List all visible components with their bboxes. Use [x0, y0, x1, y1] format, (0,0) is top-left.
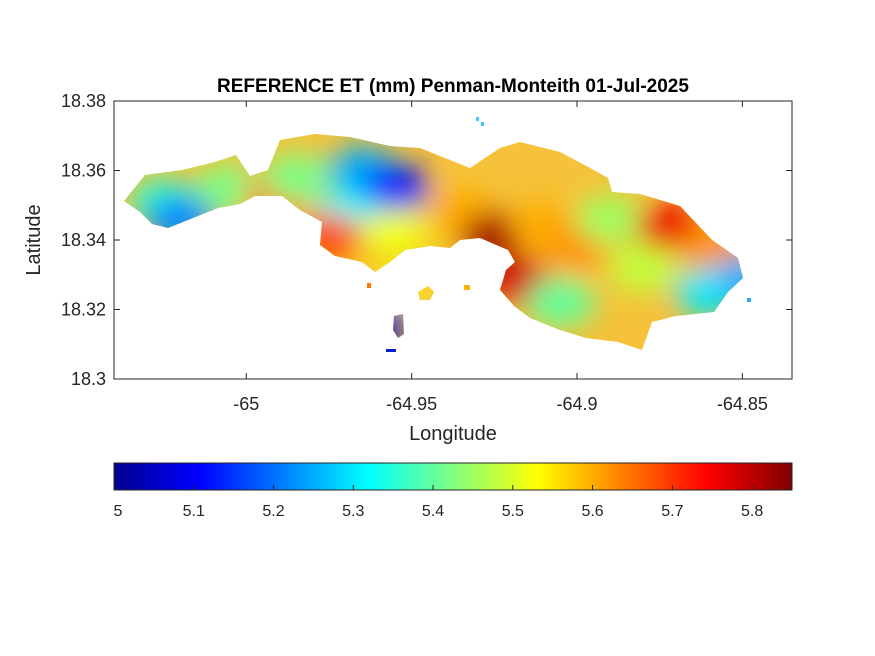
x-axis-label: Longitude — [409, 423, 497, 445]
islet-speck — [747, 298, 751, 302]
colorbar-tick-label: 5.4 — [422, 503, 444, 520]
islet-speck — [464, 285, 470, 290]
x-axis-ticks: -65 -64.95 -64.9 -64.85 — [233, 101, 768, 414]
y-tick-label: 18.3 — [71, 369, 106, 389]
heatmap-cell — [261, 153, 330, 202]
y-axis-ticks: 18.3 18.32 18.34 18.36 18.38 — [61, 91, 792, 389]
plot-area: -65 -64.95 -64.9 -64.85 18.3 18.32 18.34 18.36… — [61, 91, 793, 414]
colorbar: 5 5.1 5.2 5.3 5.4 5.5 5.6 5.7 5.8 — [113, 462, 793, 520]
colorbar-tick-label: 5.1 — [183, 503, 205, 520]
chart-title: REFERENCE ET (mm) Penman-Monteith 01-Jul… — [217, 76, 689, 97]
colorbar-tick-label: 5 — [114, 503, 123, 520]
islet-speck — [386, 349, 396, 352]
colorbar-tick-label: 5.6 — [581, 503, 603, 520]
islet-speck — [481, 122, 484, 126]
islet-speck — [367, 283, 371, 288]
x-tick-label: -64.95 — [386, 394, 437, 414]
y-tick-label: 18.34 — [61, 230, 106, 250]
islet-speck — [476, 117, 479, 121]
heatmap-cell — [576, 195, 645, 244]
y-tick-label: 18.38 — [61, 91, 106, 111]
x-tick-label: -64.9 — [557, 394, 598, 414]
colorbar-ticks: 5 5.1 5.2 5.3 5.4 5.5 5.6 5.7 5.8 — [113, 485, 763, 520]
y-axis-label: Latitude — [23, 204, 45, 275]
x-tick-label: -65 — [233, 394, 259, 414]
heatmap-cell — [361, 209, 430, 258]
y-tick-label: 18.36 — [61, 161, 106, 181]
heatmap-cell — [526, 278, 595, 327]
heatmap-cell — [195, 163, 264, 212]
colorbar-tick-label: 5.5 — [502, 503, 524, 520]
colorbar-tick-label: 5.7 — [661, 503, 683, 520]
colorbar-tick-label: 5.2 — [262, 503, 284, 520]
colorbar-gradient — [113, 462, 793, 491]
y-tick-label: 18.32 — [61, 300, 106, 320]
heatmap-cell — [361, 163, 430, 212]
colorbar-tick-label: 5.3 — [342, 503, 364, 520]
colorbar-tick-label: 5.8 — [741, 503, 763, 520]
x-tick-label: -64.85 — [717, 394, 768, 414]
heatmap-cell — [609, 243, 678, 292]
